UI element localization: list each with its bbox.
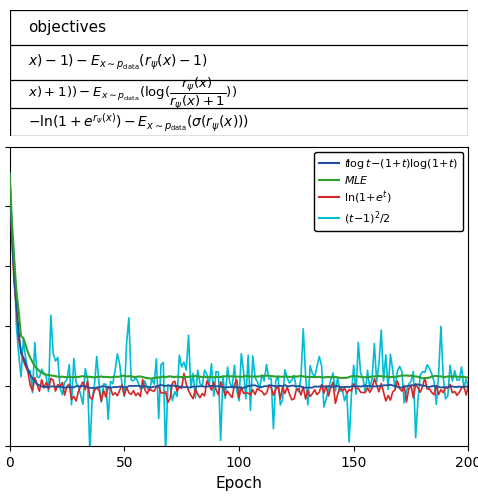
X-axis label: Epoch: Epoch bbox=[216, 476, 262, 491]
Text: $- \ln\!\left(1 + e^{r_\psi(x)}\right) - E_{x \sim p_{\rm data}}(\sigma(r_\psi(x: $- \ln\!\left(1 + e^{r_\psi(x)}\right) -… bbox=[28, 112, 249, 134]
Legend: $t\!\log t\!-\!(1\!+\!t)\log(1\!+\!t)$, $\mathit{MLE}$, $\ln(1\!+\!e^t)$, $(t\!-: $t\!\log t\!-\!(1\!+\!t)\log(1\!+\!t)$, … bbox=[315, 152, 463, 231]
Text: objectives: objectives bbox=[28, 20, 106, 35]
Text: $x) + 1)) - E_{x \sim p_{\rm data}}(\log(\dfrac{r_\psi(x)}{r_\psi(x)+1}))$: $x) + 1)) - E_{x \sim p_{\rm data}}(\log… bbox=[28, 76, 237, 113]
Text: $x) - 1) - E_{x \sim p_{\rm data}}(r_\psi(x) - 1)$: $x) - 1) - E_{x \sim p_{\rm data}}(r_\ps… bbox=[28, 53, 208, 72]
